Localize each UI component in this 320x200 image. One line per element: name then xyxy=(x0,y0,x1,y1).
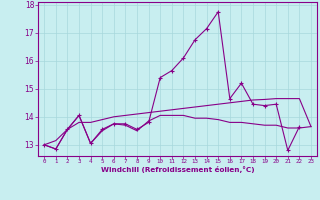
X-axis label: Windchill (Refroidissement éolien,°C): Windchill (Refroidissement éolien,°C) xyxy=(101,166,254,173)
